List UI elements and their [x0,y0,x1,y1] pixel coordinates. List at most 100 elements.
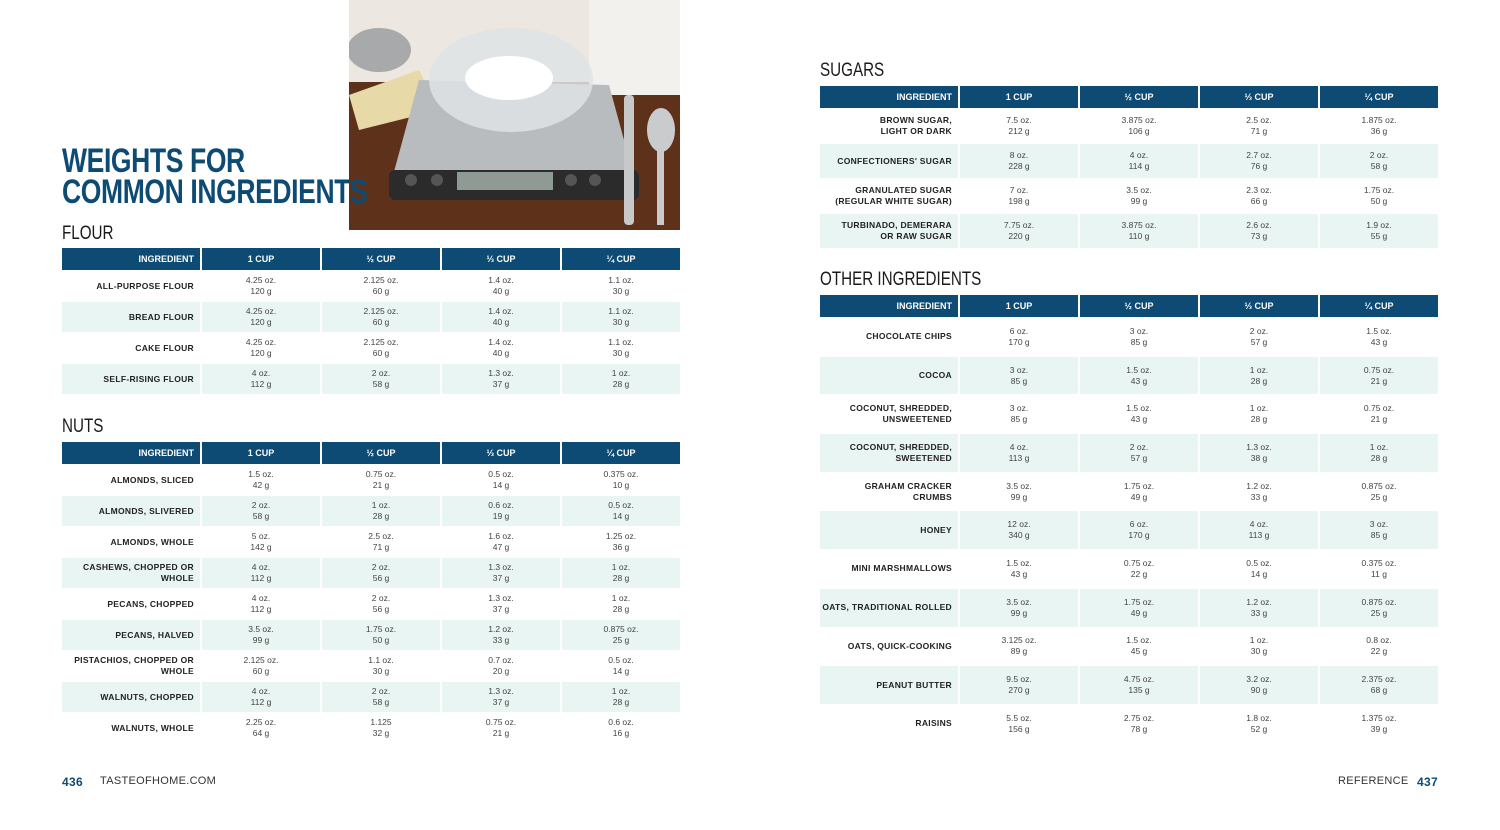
other-ingredients-table: INGREDIENT 1 CUP ½ CUP ⅓ CUP ¼ CUP CHOCOLATE … [818,295,1440,743]
ingredient-name: COCONUT, SHREDDED, UNSWEETENED [820,394,958,433]
weight-cell: 2 oz. 56 g [322,557,440,588]
weight-cell: 0.875 oz. 25 g [1320,471,1438,511]
weight-cell: 12 oz. 340 g [960,510,1078,550]
weight-cell: 2.7 oz. 76 g [1200,143,1318,178]
sugars-table: INGREDIENT 1 CUP ½ CUP ⅓ CUP ¼ CUP BROWN SUGA… [818,86,1440,248]
column-header: ⅓ CUP [442,248,560,270]
ingredient-name: GRAHAM CRACKER CRUMBS [820,471,958,511]
weight-cell: 0.5 oz. 14 g [442,464,560,495]
column-header: ¼ CUP [562,248,680,270]
weight-cell: 0.75 oz. 22 g [1080,549,1198,588]
weight-cell: 1.9 oz. 55 g [1320,213,1438,248]
ingredient-name: CAKE FLOUR [62,332,200,363]
weight-cell: 1.3 oz. 38 g [1200,433,1318,472]
weight-cell: 3 oz. 85 g [960,355,1078,395]
weight-cell: 1.5 oz. 43 g [1320,317,1438,356]
weight-cell: 3.2 oz. 90 g [1200,665,1318,704]
weight-cell: 1.5 oz. 43 g [1080,355,1198,395]
weight-cell: 1 oz. 28 g [1200,394,1318,433]
ingredient-name: GRANULATED SUGAR (REGULAR WHITE SUGAR) [820,178,958,213]
ingredient-name: ALMONDS, SLIVERED [62,495,200,526]
weight-cell: 2.25 oz. 64 g [202,712,320,743]
ingredient-name: BREAD FLOUR [62,301,200,332]
weight-cell: 1.4 oz. 40 g [442,301,560,332]
weight-cell: 2 oz. 58 g [322,363,440,394]
weight-cell: 1.75 oz. 50 g [1320,178,1438,213]
table-row: PECANS, HALVED 3.5 oz. 99 g 1.75 oz. 50 g 1.2… [62,619,680,650]
ingredient-name: COCOA [820,355,958,395]
title-line-2: COMMON INGREDIENTS [62,173,368,211]
weight-cell: 1 oz. 28 g [562,681,680,712]
ingredient-name: PISTACHIOS, CHOPPED OR WHOLE [62,650,200,681]
ingredient-name: PEANUT BUTTER [820,665,958,704]
weight-cell: 3.125 oz. 89 g [960,626,1078,666]
column-header: ⅓ CUP [1200,295,1318,317]
weight-cell: 6 oz. 170 g [1080,510,1198,550]
weight-cell: 0.75 oz. 21 g [1320,355,1438,395]
nuts-table: INGREDIENT 1 CUP ½ CUP ⅓ CUP ¼ CUP ALMONDS, S… [60,442,682,743]
weight-cell: 1 oz. 28 g [562,588,680,619]
weight-cell: 1.5 oz. 42 g [202,464,320,495]
website-footer: TASTEOFHOME.COM [100,775,217,787]
table-row: ALL-PURPOSE FLOUR 4.25 oz. 120 g 2.125 oz. 6… [62,270,680,301]
weight-cell: 1.1 oz. 30 g [562,332,680,363]
table-row: OATS, TRADITIONAL ROLLED 3.5 oz. 99 g 1.75 … [820,587,1438,627]
weight-cell: 2.6 oz. 73 g [1200,213,1318,248]
column-header: ½ CUP [1080,86,1198,108]
weight-cell: 8 oz. 228 g [960,143,1078,178]
kitchen-scale-photo [349,0,680,230]
table-row: CAKE FLOUR 4.25 oz. 120 g 2.125 oz. 60 g 1.4 … [62,332,680,363]
weight-cell: 2.5 oz. 71 g [1200,108,1318,143]
weight-cell: 1.1 oz. 30 g [562,270,680,301]
ingredient-name: TURBINADO, DEMERARA OR RAW SUGAR [820,213,958,248]
weight-cell: 1.1 oz. 30 g [322,650,440,681]
weight-cell: 1.375 oz. 39 g [1320,703,1438,743]
table-row: RAISINS 5.5 oz. 156 g 2.75 oz. 78 g 1.8 oz. 52… [820,703,1438,743]
ingredient-name: OATS, TRADITIONAL ROLLED [820,587,958,627]
weight-cell: 1 oz. 28 g [1200,355,1318,395]
ingredient-name: RAISINS [820,703,958,743]
table-row: ALMONDS, WHOLE 5 oz. 142 g 2.5 oz. 71 g 1.6 o… [62,526,680,557]
column-header: INGREDIENT [62,248,200,270]
weight-cell: 4 oz. 112 g [202,363,320,394]
weight-cell: 1.875 oz. 36 g [1320,108,1438,143]
column-header: ½ CUP [1080,295,1198,317]
weight-cell: 0.375 oz. 11 g [1320,549,1438,588]
weight-cell: 1.75 oz. 49 g [1080,471,1198,511]
sugars-heading: SUGARS [820,60,885,81]
ingredient-name: HONEY [820,510,958,550]
column-header: ⅓ CUP [442,442,560,464]
column-header: 1 CUP [960,295,1078,317]
weight-cell: 9.5 oz. 270 g [960,665,1078,704]
weight-cell: 3 oz. 85 g [1080,317,1198,356]
weight-cell: 0.6 oz. 19 g [442,495,560,526]
column-header: INGREDIENT [820,295,958,317]
weight-cell: 0.75 oz. 21 g [442,712,560,743]
ingredient-name: WALNUTS, CHOPPED [62,681,200,712]
table-row: TURBINADO, DEMERARA OR RAW SUGAR 7.75 oz. 2… [820,213,1438,248]
table-row: GRANULATED SUGAR (REGULAR WHITE SUGAR) 7 o… [820,178,1438,213]
weight-cell: 1.2 oz. 33 g [1200,471,1318,511]
column-header: ¼ CUP [562,442,680,464]
ingredient-name: PECANS, CHOPPED [62,588,200,619]
ingredient-name: COCONUT, SHREDDED, SWEETENED [820,433,958,472]
column-header: ¼ CUP [1320,295,1438,317]
table-row: WALNUTS, WHOLE 2.25 oz. 64 g 1.125 32 g 0.75 … [62,712,680,743]
weight-cell: 1.3 oz. 37 g [442,363,560,394]
weight-cell: 2 oz. 57 g [1080,433,1198,472]
weight-cell: 5 oz. 142 g [202,526,320,557]
weight-cell: 4 oz. 112 g [202,681,320,712]
ingredient-name: WALNUTS, WHOLE [62,712,200,743]
column-header: ¼ CUP [1320,86,1438,108]
table-row: ALMONDS, SLICED 1.5 oz. 42 g 0.75 oz. 21 g 0.… [62,464,680,495]
page-title: WEIGHTS FOR COMMON INGREDIENTS [62,144,368,211]
table-row: GRAHAM CRACKER CRUMBS 3.5 oz. 99 g 1.75 oz. 4… [820,471,1438,511]
table-header-row: INGREDIENT 1 CUP ½ CUP ⅓ CUP ¼ CUP [820,86,1438,108]
weight-cell: 4 oz. 113 g [1200,510,1318,550]
